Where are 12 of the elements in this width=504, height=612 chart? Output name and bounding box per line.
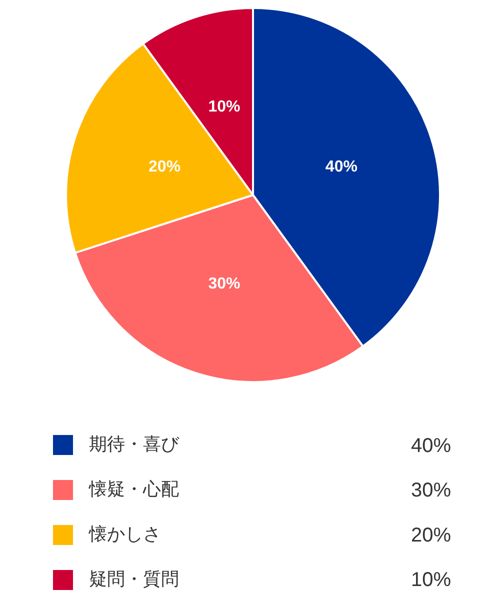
legend-label: 懐疑・心配 bbox=[88, 479, 179, 499]
text: 40% bbox=[410, 435, 451, 457]
legend-label: 期待・喜び bbox=[89, 434, 180, 454]
data-label: 10% bbox=[208, 98, 240, 116]
data-label: 40% bbox=[325, 158, 358, 176]
legend-label: 懐かしさ bbox=[88, 524, 161, 544]
text: 30% bbox=[410, 480, 451, 502]
text: 10% bbox=[410, 569, 451, 591]
text: 20% bbox=[410, 524, 451, 546]
data-label: 20% bbox=[148, 158, 181, 176]
legend-label: 疑問・質問 bbox=[89, 569, 179, 589]
data-label: 30% bbox=[208, 275, 240, 292]
